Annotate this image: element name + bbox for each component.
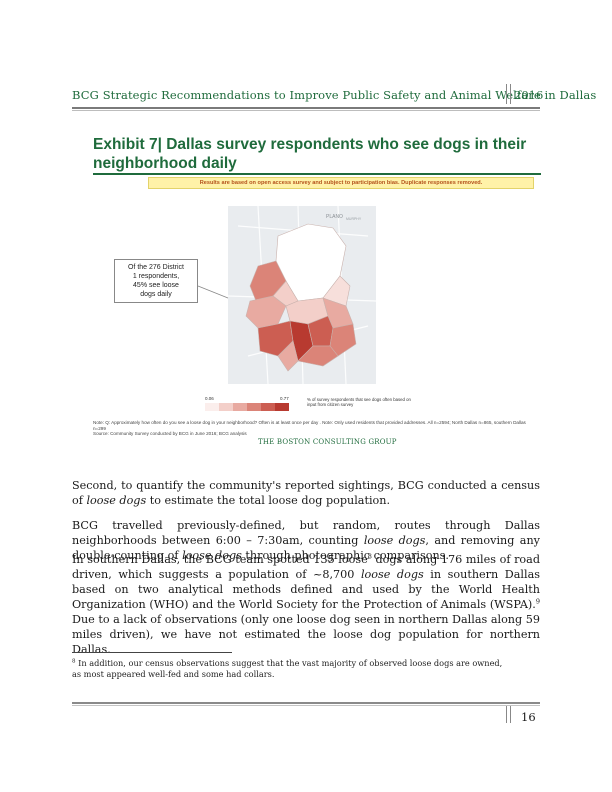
legend-max-label: 0.77 (280, 396, 289, 401)
header-title: BCG Strategic Recommendations to Improve… (72, 88, 597, 102)
header-rule-thin (72, 110, 540, 111)
footer-separator (506, 706, 511, 723)
bcg-logo: THE BOSTON CONSULTING GROUP (258, 438, 397, 446)
exhibit-title: Exhibit 7| Dallas survey respondents who… (93, 136, 527, 172)
callout-line-1: Of the 276 District (127, 264, 185, 271)
legend-min-label: 0.06 (205, 396, 214, 401)
legend-description: % of survey respondents that see dogs of… (307, 397, 411, 408)
legend-swatch (275, 403, 289, 411)
callout-line-3: 45% see loose (133, 282, 179, 289)
footnote-ref-9[interactable]: 9 (535, 597, 540, 606)
footnote-8: 8 In addition, our census observations s… (72, 658, 503, 679)
map-label-murphy: MURPHY (346, 217, 362, 221)
paragraph-routes: BCG travelled previously-defined, but ra… (72, 519, 540, 562)
exhibit-notes: Note: Q: Approximately how often do you … (93, 420, 535, 437)
footer-rule (72, 702, 540, 704)
exhibit-banner: Results are based on open access survey … (148, 177, 534, 189)
exhibit-rule (93, 173, 541, 175)
exhibit-source: Source: Community Survey conducted by BC… (93, 431, 247, 437)
legend-color-scale (205, 403, 289, 411)
legend-swatch (219, 403, 233, 411)
exhibit-note: Note: Q: Approximately how often do you … (93, 420, 526, 431)
paragraph-census: Second, to quantify the community's repo… (72, 479, 540, 507)
page-number: 16 (521, 710, 536, 724)
header-year: 2016 (514, 88, 544, 102)
paragraph-southern-dallas: In southern Dallas, the BCG team spotted… (72, 552, 540, 656)
legend-swatch (261, 403, 275, 411)
callout-line-2: 1 respondents, (132, 273, 180, 280)
map-label-plano: PLANO (326, 214, 343, 220)
header-separator (506, 84, 511, 104)
dallas-choropleth-map: PLANO MURPHY (228, 206, 376, 384)
legend-swatch (233, 403, 247, 411)
header-rule (72, 107, 540, 109)
footer-rule-thin (72, 705, 540, 706)
legend-swatch (247, 403, 261, 411)
callout-line-4: dogs daily (140, 291, 172, 298)
footnote-ref-8[interactable]: 8 (367, 552, 372, 561)
map-callout: Of the 276 District 1 respondents, 45% s… (114, 259, 198, 303)
legend-swatch (205, 403, 219, 411)
footnote-rule (72, 652, 232, 653)
